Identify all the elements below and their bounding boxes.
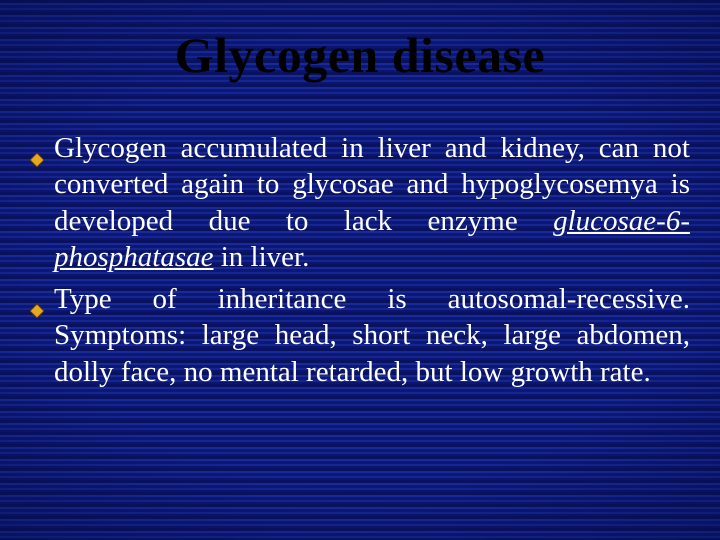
slide-title: Glycogen disease: [0, 26, 720, 84]
bullet-item: Type of inheritance is autosomal-recessi…: [30, 281, 690, 390]
bullet-item: Glycogen accumulated in liver and kidney…: [30, 130, 690, 275]
bullet-text-pre: Type of inheritance is autosomal-recessi…: [54, 283, 690, 388]
bullet-text: Type of inheritance is autosomal-recessi…: [54, 281, 690, 390]
bullet-text: Glycogen accumulated in liver and kidney…: [54, 130, 690, 275]
diamond-bullet-icon: [30, 140, 44, 176]
slide-body: Glycogen accumulated in liver and kidney…: [30, 130, 690, 396]
bullet-text-post: in liver.: [214, 241, 310, 273]
diamond-bullet-icon: [30, 291, 44, 327]
slide: Glycogen disease Glycogen accumulated in…: [0, 0, 720, 540]
